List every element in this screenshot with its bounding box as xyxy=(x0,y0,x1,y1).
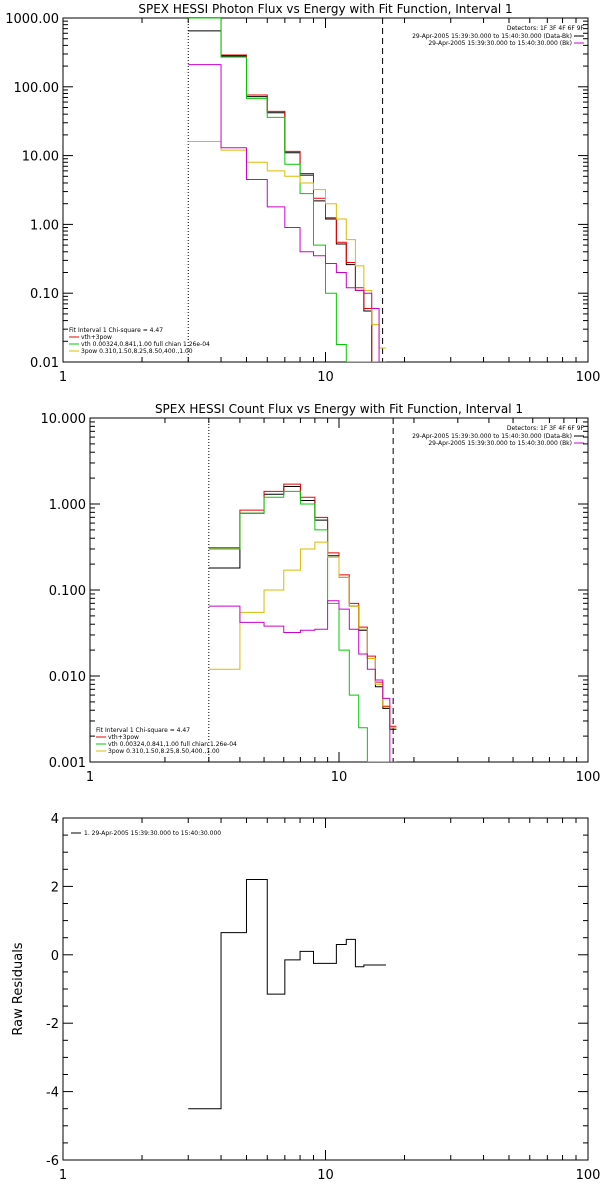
chart-2-x-tick-label: 1 xyxy=(86,770,94,785)
chart-2-fit-legend-text: 3pow 0.310,1.50,8.25,8.50,400.,1.00 xyxy=(108,748,220,755)
chart-3-y-tick-label: 0 xyxy=(51,949,59,964)
chart-2-x-tick-label: 100 xyxy=(576,770,600,785)
chart-1-series-4-line xyxy=(188,141,386,349)
chart-1-y-tick-label: 0.01 xyxy=(30,356,59,371)
chart-1-y-tick-label: 10.00 xyxy=(22,150,59,165)
chart-3-legend-text: 1. 29-Apr-2005 15:39:30.000 to 15:40:30.… xyxy=(84,830,221,837)
chart-1-y-tick-label: 100.00 xyxy=(14,81,60,96)
chart-2-series-1-line xyxy=(208,485,397,730)
chart-2-y-tick-label: 0.100 xyxy=(49,584,86,599)
chart-3-y-tick-label: -4 xyxy=(46,1086,59,1101)
chart-3-y-tick-label: -6 xyxy=(46,1154,59,1169)
chart-1-fit-legend-text: 3pow 0.310,1.50,8.25,8.50,400.,1.00 xyxy=(81,348,193,355)
chart-3-x-tick-label: 100 xyxy=(576,1168,600,1183)
chart-3-y-axis-label: Raw Residuals xyxy=(11,942,26,1035)
chart-2-frame xyxy=(89,417,589,763)
chart-2-fit-legend-text: vth+3pow xyxy=(108,734,139,741)
chart-3-series-1-line xyxy=(188,879,386,1110)
chart-2-fit-legend-text: vth 0.00324,0.841,1.00 full chian 1.26e-… xyxy=(108,741,237,748)
chart-2-top-legend-text: 29-Apr-2005 15:39:30.000 to 15:40:30.000… xyxy=(428,440,572,447)
chart-3-y-tick-label: 2 xyxy=(51,880,59,895)
chart-3-x-tick-label: 10 xyxy=(317,1168,334,1183)
chart-2-series-3-line xyxy=(208,490,397,762)
chart-1-fit-legend-header: Fit Interval 1 Chi-square = 4.47 xyxy=(69,327,163,334)
chart-2-fit-legend-header: Fit Interval 1 Chi-square = 4.47 xyxy=(96,727,190,734)
chart-1-series-2-line xyxy=(188,18,386,362)
chart-3-frame xyxy=(62,817,589,1161)
chart-1-x-tick-label: 100 xyxy=(576,370,600,385)
chart-3-y-tick-label: -2 xyxy=(46,1017,59,1032)
chart-1-y-tick-label: 1.00 xyxy=(30,218,59,233)
chart-1-title: SPEX HESSI Photon Flux vs Energy with Fi… xyxy=(138,2,512,16)
chart-1-series-1-line xyxy=(188,30,386,362)
chart-2-x-tick-label: 10 xyxy=(331,770,348,785)
chart-3-y-tick-label: 4 xyxy=(51,812,59,827)
chart-2-y-tick-label: 0.010 xyxy=(49,670,86,685)
chart-2-top-legend-text: 29-Apr-2005 15:39:30.000 to 15:40:30.000… xyxy=(412,433,572,440)
chart-1-fit-legend-text: vth 0.00324,0.841,1.00 full chian 1.26e-… xyxy=(81,341,210,348)
chart-1-fit-legend-text: vth+3pow xyxy=(81,334,112,341)
chart-3-x-tick-label: 1 xyxy=(59,1168,67,1183)
chart-1-x-tick-label: 10 xyxy=(317,370,334,385)
chart-2-y-tick-label: 0.001 xyxy=(49,756,86,771)
chart-2-title: SPEX HESSI Count Flux vs Energy with Fit… xyxy=(155,402,523,416)
chart-2-series-2-line xyxy=(208,483,397,727)
chart-1-x-tick-label: 1 xyxy=(59,370,67,385)
chart-1-series-5-line xyxy=(188,64,386,362)
chart-2-series-4-line xyxy=(208,541,397,729)
chart-1-series-3-line xyxy=(188,18,386,362)
chart-1-y-tick-label: 0.10 xyxy=(30,287,59,302)
chart-1-detectors-label: Detectors: 1F 3F 4F 6F 9F xyxy=(507,25,585,32)
chart-1-y-tick-label: 1000.00 xyxy=(5,12,59,27)
chart-1-top-legend-text: 29-Apr-2005 15:39:30.000 to 15:40:30.000… xyxy=(428,40,572,47)
chart-1-top-legend-text: 29-Apr-2005 15:39:30.000 to 15:40:30.000… xyxy=(412,33,572,40)
chart-2-y-tick-label: 1.000 xyxy=(49,498,86,513)
chart-2-y-tick-label: 10.000 xyxy=(41,412,87,427)
chart-2-series-5-line xyxy=(208,600,397,762)
chart-2-detectors-label: Detectors: 1F 3F 4F 6F 9F xyxy=(507,425,585,432)
